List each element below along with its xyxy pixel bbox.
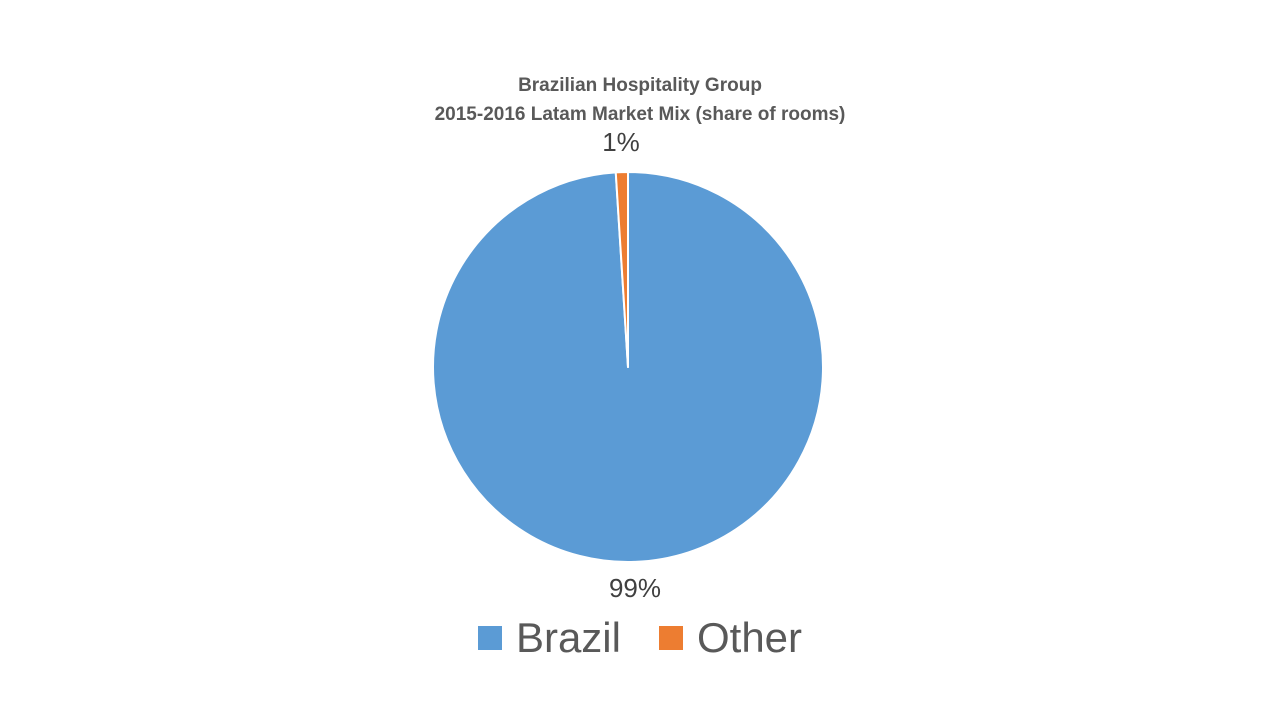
legend-label-other: Other	[696, 614, 803, 661]
chart-title: Brazilian Hospitality Group	[518, 75, 762, 96]
data-label-other: 1%	[602, 127, 640, 157]
data-label-brazil: 99%	[609, 573, 661, 603]
legend-swatch-brazil	[477, 626, 502, 650]
legend-label-brazil: Brazil	[515, 614, 621, 661]
legend-item-other: Other	[658, 612, 803, 664]
pie-slice-other	[614, 171, 629, 368]
legend-item-brazil: Brazil	[477, 612, 621, 664]
legend: Brazil Other	[0, 612, 1280, 664]
chart-subtitle: 2015-2016 Latam Market Mix (share of roo…	[434, 104, 846, 125]
legend-swatch-other	[658, 626, 683, 650]
